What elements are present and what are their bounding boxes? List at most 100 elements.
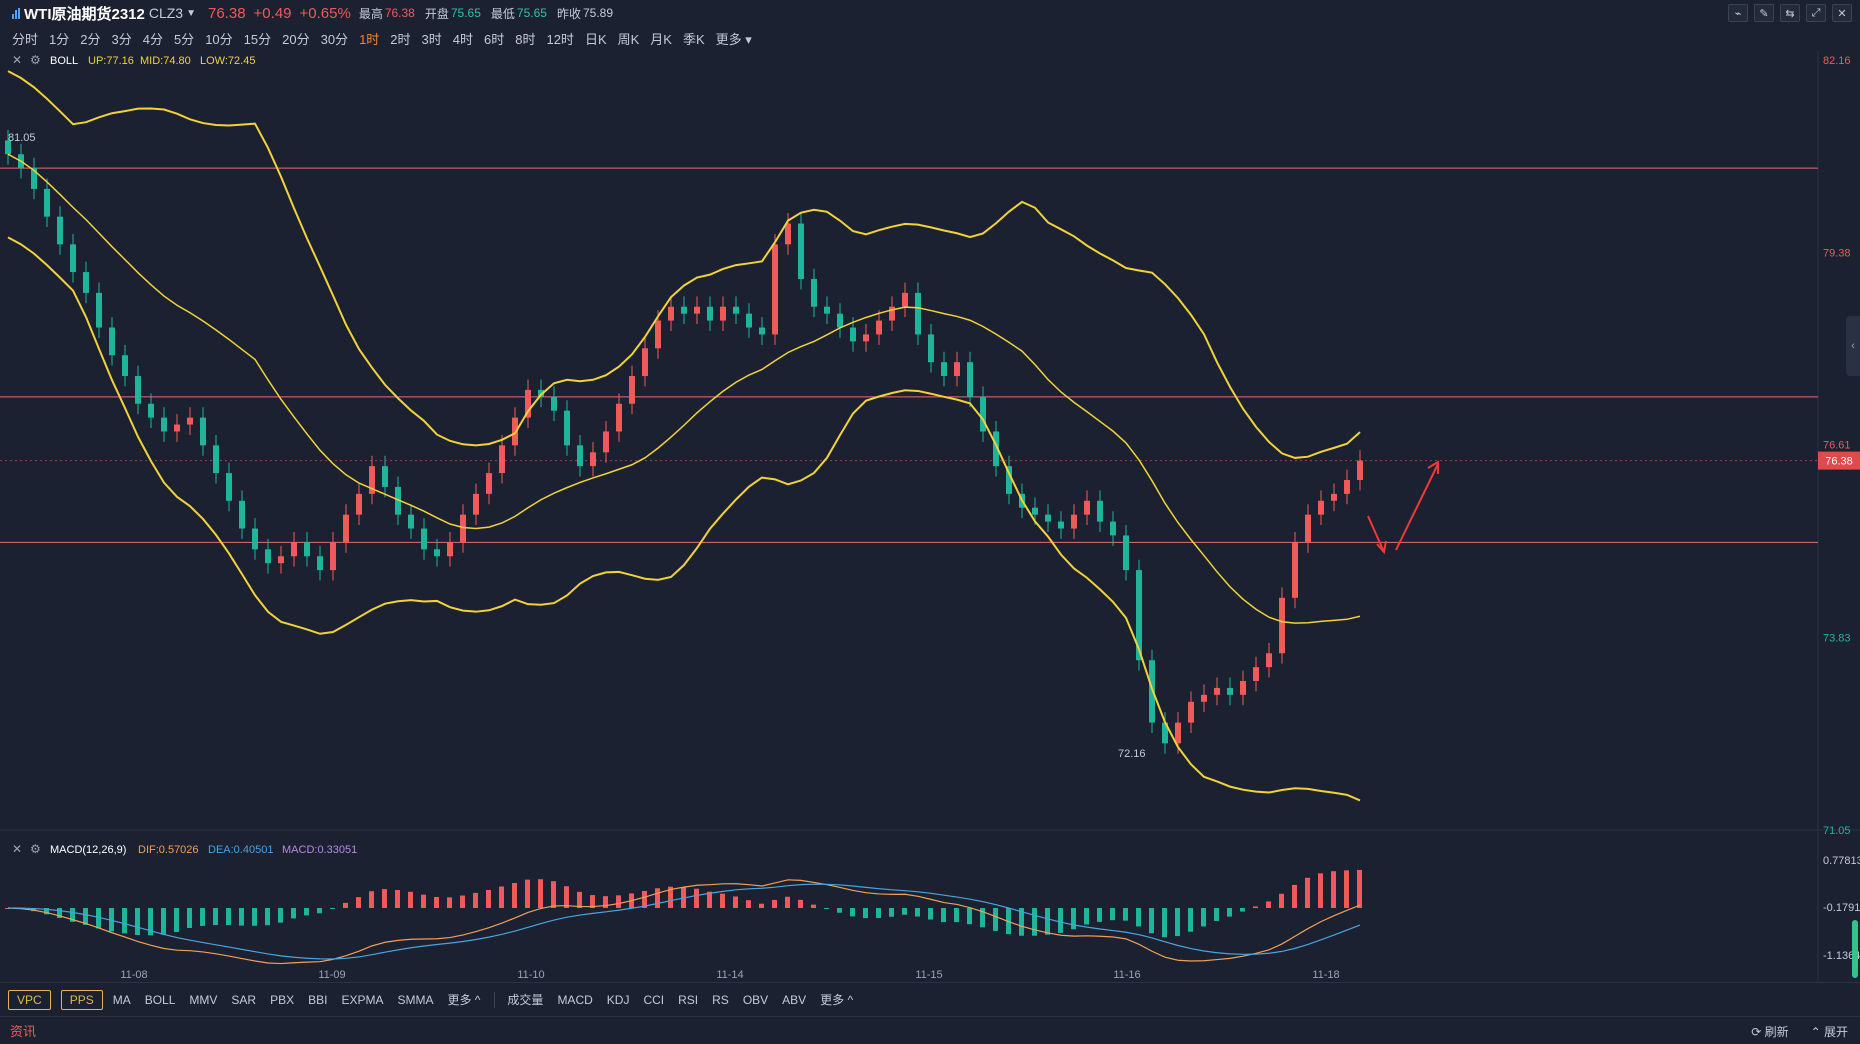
period-tab[interactable]: 8时 [515,31,536,47]
period-tab[interactable]: 15分 [243,31,272,47]
candle[interactable] [499,445,505,474]
sub-indicator[interactable]: MACD [557,992,593,1007]
candle[interactable] [408,514,414,529]
candle[interactable] [213,445,219,474]
period-tab[interactable]: 月K [650,31,672,47]
candle[interactable] [1045,514,1051,522]
candle[interactable] [44,188,50,217]
candle[interactable] [967,362,973,397]
candle[interactable] [889,306,895,321]
scroll-indicator[interactable] [1852,920,1858,978]
sub-indicator[interactable]: 更多 ^ [820,993,854,1007]
period-tab[interactable]: 1分 [49,31,70,47]
candle[interactable] [1357,460,1363,480]
main-indicator[interactable]: SMMA [397,992,434,1007]
down-arrow-drawing[interactable] [1367,515,1385,553]
main-indicator[interactable]: BBI [308,992,328,1007]
candle[interactable] [850,327,856,342]
candle[interactable] [1097,500,1103,522]
candle[interactable] [1279,597,1285,654]
candle[interactable] [551,396,557,411]
candle[interactable] [1344,480,1350,494]
candle[interactable] [421,528,427,550]
up-arrow-drawing[interactable] [1395,463,1439,551]
candle[interactable] [824,306,830,314]
candle[interactable] [707,306,713,321]
period-tab[interactable]: 12时 [546,31,574,47]
candle[interactable] [1214,687,1220,695]
candle[interactable] [356,493,362,515]
main-indicator[interactable]: PBX [270,992,295,1007]
candle[interactable] [1292,542,1298,598]
candle[interactable] [252,528,258,550]
candle[interactable] [642,348,648,377]
sub-indicator[interactable]: KDJ [606,992,630,1007]
candle[interactable] [1006,466,1012,494]
candle[interactable] [1318,500,1324,515]
sub-indicator[interactable]: ABV [782,992,807,1007]
collapse-panel-icon[interactable]: ‹ [1846,316,1860,376]
period-tab[interactable]: 10分 [205,31,233,47]
candle[interactable] [655,320,661,349]
candle[interactable] [343,514,349,543]
candle[interactable] [863,334,869,342]
candle[interactable] [629,376,635,404]
period-tab[interactable]: 1时 [359,31,380,47]
period-tab[interactable]: 更多 ▾ [715,31,752,47]
symbol-name[interactable]: WTI原油期货2312 [24,5,145,23]
candle[interactable] [291,542,297,557]
candle[interactable] [83,272,89,293]
candle[interactable] [746,313,752,328]
candle[interactable] [733,306,739,314]
candle[interactable] [473,493,479,515]
close-icon[interactable]: ✕ [1832,4,1852,22]
candle[interactable] [616,403,622,432]
candle[interactable] [837,313,843,328]
candle[interactable] [135,376,141,404]
sub-indicator[interactable]: 成交量 [507,993,544,1007]
period-tab[interactable]: 4分 [142,31,163,47]
candle[interactable] [31,168,37,189]
candle[interactable] [876,320,882,335]
candle[interactable] [538,389,544,397]
candle[interactable] [265,549,271,564]
line-chart-icon[interactable]: ⌁ [1728,4,1748,22]
candle[interactable] [1071,514,1077,529]
period-tab[interactable]: 3时 [421,31,442,47]
candle[interactable] [915,292,921,335]
candle[interactable] [720,306,726,321]
candle[interactable] [1162,722,1168,744]
candle[interactable] [161,417,167,432]
candle[interactable] [122,355,128,377]
sub-indicator[interactable]: CCI [643,992,665,1007]
candle[interactable] [1240,680,1246,695]
candle[interactable] [174,424,180,432]
candle[interactable] [447,542,453,557]
period-tab[interactable]: 周K [617,31,640,47]
symbol-dropdown-icon[interactable]: ▼ [186,7,196,19]
refresh-button[interactable]: ⟳ 刷新 [1751,1025,1789,1039]
period-tab[interactable]: 3分 [111,31,132,47]
candle[interactable] [772,244,778,335]
fullscreen-icon[interactable]: ⤢ [1806,4,1826,22]
symbol-code[interactable]: CLZ3 [148,5,184,21]
candle[interactable] [317,556,323,571]
candle[interactable] [954,362,960,377]
main-indicator[interactable]: SAR [231,992,257,1007]
candle[interactable] [1305,514,1311,543]
period-tab[interactable]: 4时 [452,31,473,47]
candle[interactable] [382,466,388,487]
candle[interactable] [603,431,609,453]
indicator-box-vpc[interactable]: VPC [8,989,51,1010]
candle[interactable] [5,140,11,155]
candle[interactable] [941,362,947,377]
candle[interactable] [70,244,76,273]
candle[interactable] [1110,521,1116,536]
candle[interactable] [694,306,700,314]
main-indicator[interactable]: MMV [189,992,218,1007]
candle[interactable] [57,216,63,245]
period-tab[interactable]: 20分 [282,31,310,47]
main-indicator[interactable]: MA [112,992,131,1007]
candle[interactable] [200,417,206,446]
candle[interactable] [1175,722,1181,744]
